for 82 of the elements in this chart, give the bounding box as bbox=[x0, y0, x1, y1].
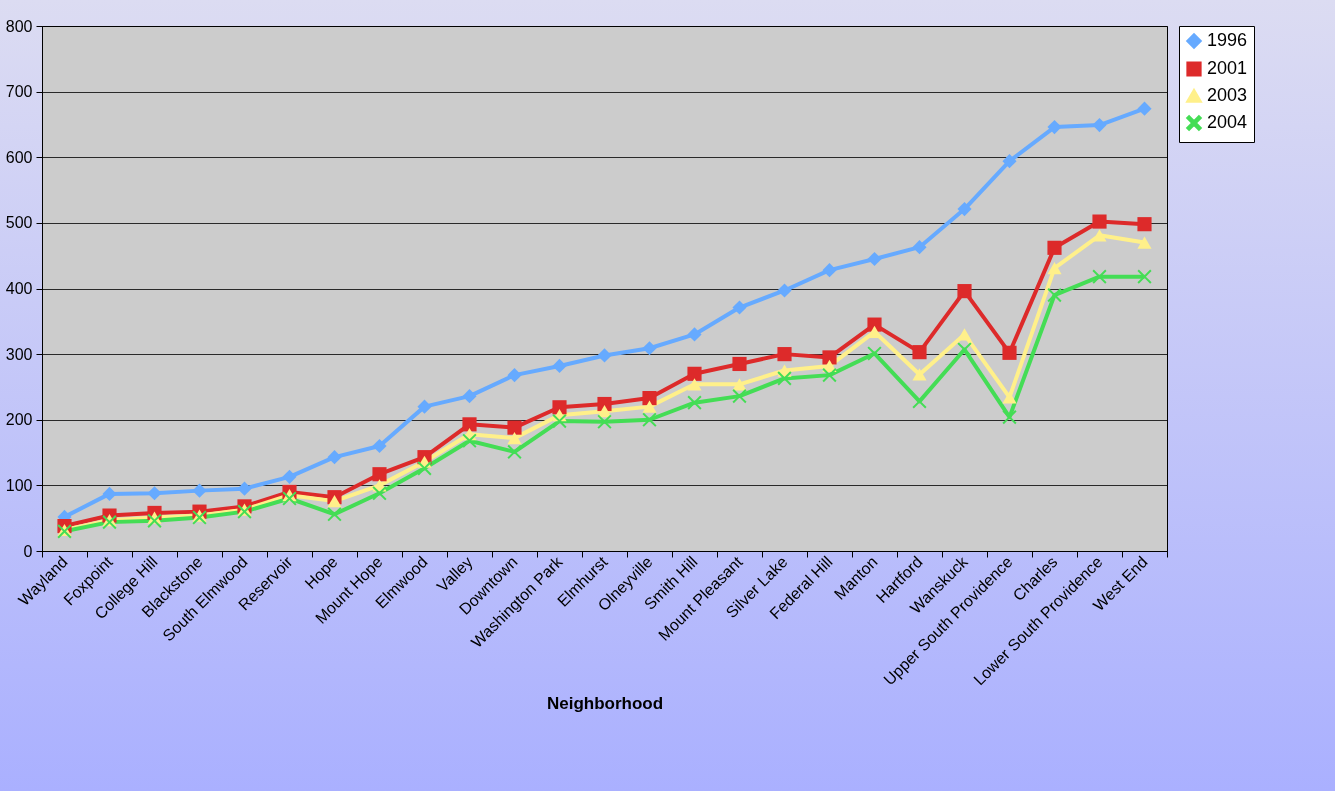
legend-label: 2004 bbox=[1207, 112, 1248, 132]
point bbox=[462, 417, 477, 432]
point bbox=[1092, 214, 1107, 229]
legend-label: 2003 bbox=[1207, 85, 1248, 105]
point bbox=[687, 327, 702, 342]
point bbox=[687, 395, 702, 410]
point bbox=[147, 486, 162, 501]
point bbox=[327, 495, 342, 508]
point bbox=[372, 486, 387, 501]
point bbox=[552, 358, 567, 374]
point bbox=[912, 368, 927, 381]
point bbox=[1137, 217, 1152, 232]
point bbox=[327, 507, 342, 522]
point bbox=[777, 283, 792, 298]
point bbox=[192, 483, 207, 498]
point bbox=[417, 461, 432, 476]
point bbox=[147, 513, 162, 528]
point bbox=[1002, 154, 1017, 169]
point bbox=[732, 356, 747, 372]
point bbox=[642, 391, 657, 406]
point bbox=[732, 300, 747, 315]
point bbox=[1092, 229, 1107, 242]
point bbox=[372, 467, 387, 482]
point bbox=[822, 350, 837, 365]
point bbox=[507, 432, 522, 445]
point bbox=[732, 389, 747, 404]
point bbox=[1092, 269, 1107, 284]
point bbox=[912, 240, 927, 255]
y-tick-label: 700 bbox=[5, 83, 33, 101]
point bbox=[867, 251, 882, 267]
y-tick-label: 100 bbox=[5, 476, 33, 494]
point bbox=[1047, 262, 1062, 275]
point bbox=[462, 389, 477, 404]
point bbox=[1047, 119, 1062, 135]
point bbox=[1137, 269, 1152, 284]
point bbox=[1047, 240, 1062, 255]
point bbox=[597, 414, 612, 429]
point bbox=[822, 368, 837, 383]
point bbox=[552, 400, 567, 415]
point bbox=[507, 420, 522, 435]
point bbox=[507, 368, 522, 383]
point bbox=[822, 263, 837, 278]
point bbox=[1002, 410, 1017, 425]
point bbox=[597, 348, 612, 363]
y-tick-label: 300 bbox=[5, 345, 33, 363]
point bbox=[957, 202, 972, 217]
point bbox=[957, 284, 972, 299]
point bbox=[327, 450, 342, 465]
point bbox=[237, 481, 252, 496]
point bbox=[1002, 391, 1017, 404]
point bbox=[642, 412, 657, 427]
point bbox=[867, 346, 882, 361]
legend-label: 1996 bbox=[1207, 30, 1248, 50]
point bbox=[462, 433, 477, 448]
point bbox=[282, 469, 297, 484]
point bbox=[597, 396, 612, 412]
y-tick-label: 600 bbox=[5, 148, 33, 166]
x-axis-title: Neighborhood bbox=[546, 694, 664, 714]
point bbox=[777, 347, 792, 362]
point bbox=[417, 399, 432, 414]
y-tick-label: 500 bbox=[5, 214, 33, 232]
point bbox=[282, 491, 297, 506]
y-tick-label: 400 bbox=[5, 280, 33, 297]
point bbox=[732, 378, 747, 391]
point bbox=[1002, 345, 1017, 360]
point bbox=[957, 342, 972, 357]
point bbox=[642, 341, 657, 356]
point bbox=[1137, 101, 1152, 116]
point bbox=[1092, 118, 1107, 133]
point bbox=[1137, 236, 1152, 249]
point bbox=[642, 400, 657, 413]
point bbox=[102, 486, 117, 501]
point bbox=[912, 345, 927, 360]
y-tick-label: 200 bbox=[5, 411, 33, 429]
point bbox=[507, 444, 522, 459]
y-tick-label: 0 bbox=[23, 542, 33, 560]
legend-label: 2001 bbox=[1207, 58, 1248, 78]
point bbox=[777, 371, 792, 386]
point bbox=[687, 378, 702, 391]
point bbox=[687, 366, 702, 381]
y-tick-label: 800 bbox=[5, 17, 33, 35]
point bbox=[372, 438, 387, 454]
